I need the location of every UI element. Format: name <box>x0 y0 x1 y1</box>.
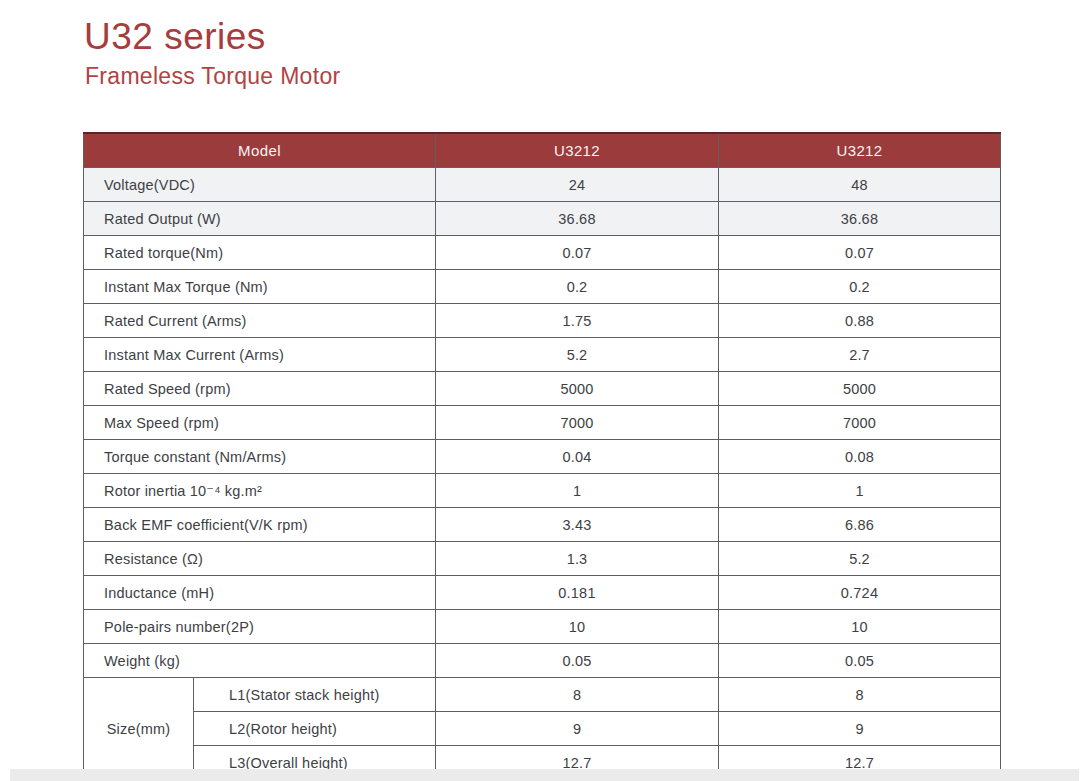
size-row-value: 8 <box>436 678 719 712</box>
spec-row: Instant Max Torque (Nm)0.20.2 <box>84 270 1001 304</box>
row-label: Rated Output (W) <box>84 202 436 236</box>
spec-row: Back EMF coefficient(V/K rpm)3.436.86 <box>84 508 1001 542</box>
table-header-col-1: U3212 <box>436 133 719 168</box>
row-value: 10 <box>719 610 1001 644</box>
row-value: 36.68 <box>719 202 1001 236</box>
spec-row: Rotor inertia 10⁻⁴ kg.m²11 <box>84 474 1001 508</box>
size-row-label: L1(Stator stack height) <box>194 678 436 712</box>
table-header-row: Model U3212 U3212 <box>84 133 1001 168</box>
size-row-value: 8 <box>719 678 1001 712</box>
row-label: Back EMF coefficient(V/K rpm) <box>84 508 436 542</box>
row-value: 24 <box>436 168 719 202</box>
row-label: Rated Speed (rpm) <box>84 372 436 406</box>
row-label: Inductance (mH) <box>84 576 436 610</box>
row-value: 7000 <box>719 406 1001 440</box>
size-group-label: Size(mm) <box>84 678 194 780</box>
size-row-value: 9 <box>719 712 1001 746</box>
row-value: 0.724 <box>719 576 1001 610</box>
row-label: Pole-pairs number(2P) <box>84 610 436 644</box>
row-label: Weight (kg) <box>84 644 436 678</box>
spec-row: Rated Current (Arms)1.750.88 <box>84 304 1001 338</box>
row-label: Instant Max Torque (Nm) <box>84 270 436 304</box>
row-value: 7000 <box>436 406 719 440</box>
row-value: 0.2 <box>719 270 1001 304</box>
size-row-label: L2(Rotor height) <box>194 712 436 746</box>
row-value: 5.2 <box>436 338 719 372</box>
spec-row: Instant Max Current (Arms)5.22.7 <box>84 338 1001 372</box>
row-value: 3.43 <box>436 508 719 542</box>
row-value: 5000 <box>436 372 719 406</box>
row-label: Instant Max Current (Arms) <box>84 338 436 372</box>
row-value: 0.08 <box>719 440 1001 474</box>
row-value: 6.86 <box>719 508 1001 542</box>
spec-row: Rated Speed (rpm)50005000 <box>84 372 1001 406</box>
size-row-value: 9 <box>436 712 719 746</box>
row-value: 0.05 <box>436 644 719 678</box>
spec-row: Torque constant (Nm/Arms)0.040.08 <box>84 440 1001 474</box>
row-value: 1 <box>436 474 719 508</box>
spec-row: Resistance (Ω)1.35.2 <box>84 542 1001 576</box>
spec-table: Model U3212 U3212 Voltage(VDC)2448Rated … <box>83 132 1001 780</box>
spec-row: Pole-pairs number(2P)1010 <box>84 610 1001 644</box>
row-value: 1 <box>719 474 1001 508</box>
spec-row: Weight (kg)0.050.05 <box>84 644 1001 678</box>
spec-row: Inductance (mH)0.1810.724 <box>84 576 1001 610</box>
spec-row: Rated torque(Nm)0.070.07 <box>84 236 1001 270</box>
row-label: Max Speed (rpm) <box>84 406 436 440</box>
row-value: 0.07 <box>436 236 719 270</box>
row-value: 0.04 <box>436 440 719 474</box>
row-label: Rated torque(Nm) <box>84 236 436 270</box>
size-row: L2(Rotor height)99 <box>84 712 1001 746</box>
row-value: 0.181 <box>436 576 719 610</box>
row-value: 5.2 <box>719 542 1001 576</box>
row-label: Resistance (Ω) <box>84 542 436 576</box>
page-bottom-edge <box>10 769 1079 781</box>
table-header-model: Model <box>84 133 436 168</box>
row-value: 48 <box>719 168 1001 202</box>
size-row: Size(mm)L1(Stator stack height)88 <box>84 678 1001 712</box>
row-value: 36.68 <box>436 202 719 236</box>
page-title: U32 series <box>84 16 1089 58</box>
row-label: Rated Current (Arms) <box>84 304 436 338</box>
spec-row: Max Speed (rpm)70007000 <box>84 406 1001 440</box>
row-value: 10 <box>436 610 719 644</box>
row-value: 5000 <box>719 372 1001 406</box>
row-value: 0.88 <box>719 304 1001 338</box>
row-value: 1.3 <box>436 542 719 576</box>
page-subtitle: Frameless Torque Motor <box>85 62 1089 90</box>
row-value: 0.05 <box>719 644 1001 678</box>
row-label: Rotor inertia 10⁻⁴ kg.m² <box>84 474 436 508</box>
row-label: Torque constant (Nm/Arms) <box>84 440 436 474</box>
row-label: Voltage(VDC) <box>84 168 436 202</box>
row-value: 0.2 <box>436 270 719 304</box>
spec-row: Rated Output (W)36.6836.68 <box>84 202 1001 236</box>
page-header: U32 series Frameless Torque Motor <box>0 0 1089 90</box>
row-value: 2.7 <box>719 338 1001 372</box>
spec-row: Voltage(VDC)2448 <box>84 168 1001 202</box>
row-value: 1.75 <box>436 304 719 338</box>
table-header-col-2: U3212 <box>719 133 1001 168</box>
row-value: 0.07 <box>719 236 1001 270</box>
